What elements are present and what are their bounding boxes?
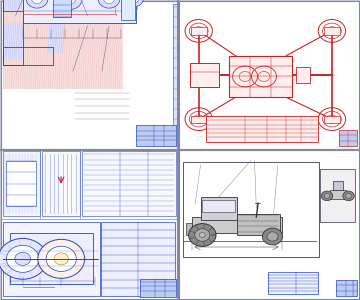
Bar — [3, 0, 23, 65]
Bar — [190, 63, 219, 87]
Bar — [3, 47, 53, 65]
Bar — [3, 23, 23, 59]
Bar — [296, 68, 310, 82]
Bar — [3, 0, 53, 11]
Bar — [324, 27, 340, 34]
Bar — [1, 1, 177, 149]
Circle shape — [15, 252, 31, 266]
Bar — [320, 169, 355, 222]
Bar — [186, 224, 194, 235]
Bar — [339, 130, 357, 146]
Bar — [10, 233, 93, 284]
Circle shape — [6, 245, 39, 272]
Circle shape — [130, 0, 139, 3]
Circle shape — [195, 229, 210, 241]
Circle shape — [199, 232, 205, 238]
Circle shape — [321, 191, 333, 201]
Bar — [179, 150, 359, 299]
Circle shape — [26, 0, 48, 8]
Circle shape — [46, 246, 76, 272]
Circle shape — [343, 191, 354, 201]
Bar — [121, 0, 135, 20]
Circle shape — [54, 253, 68, 265]
Circle shape — [324, 194, 330, 198]
Bar — [173, 4, 177, 125]
Bar — [3, 11, 123, 89]
Bar — [330, 190, 346, 200]
Bar — [140, 279, 176, 297]
Bar — [191, 27, 207, 34]
Circle shape — [262, 228, 283, 245]
Bar — [201, 197, 237, 220]
Bar — [48, 0, 62, 11]
Circle shape — [38, 239, 85, 278]
Bar — [336, 280, 357, 296]
Bar — [191, 116, 207, 123]
Bar — [136, 125, 176, 146]
Bar — [82, 152, 176, 216]
Circle shape — [189, 224, 216, 246]
Bar — [202, 200, 235, 212]
Bar — [237, 214, 280, 235]
Bar — [3, 8, 123, 44]
Bar — [48, 23, 62, 53]
Bar — [324, 116, 340, 123]
Bar — [3, 0, 23, 11]
Bar — [3, 152, 40, 216]
Circle shape — [98, 0, 120, 8]
Bar — [333, 182, 343, 190]
Bar — [179, 1, 359, 149]
Circle shape — [63, 0, 76, 4]
Bar — [1, 150, 177, 299]
Bar — [53, 0, 71, 17]
Bar — [183, 162, 319, 257]
Circle shape — [104, 0, 114, 4]
Bar — [42, 152, 81, 216]
Circle shape — [346, 194, 351, 198]
Circle shape — [267, 232, 278, 241]
Circle shape — [125, 0, 143, 7]
Bar — [268, 272, 318, 294]
Circle shape — [32, 0, 42, 4]
Bar — [229, 56, 292, 97]
Bar — [206, 116, 318, 142]
Bar — [6, 161, 36, 206]
Circle shape — [57, 0, 82, 10]
Bar — [101, 222, 175, 296]
Circle shape — [0, 238, 47, 279]
Bar — [23, 0, 136, 23]
Bar — [192, 217, 282, 233]
Bar — [3, 222, 100, 296]
